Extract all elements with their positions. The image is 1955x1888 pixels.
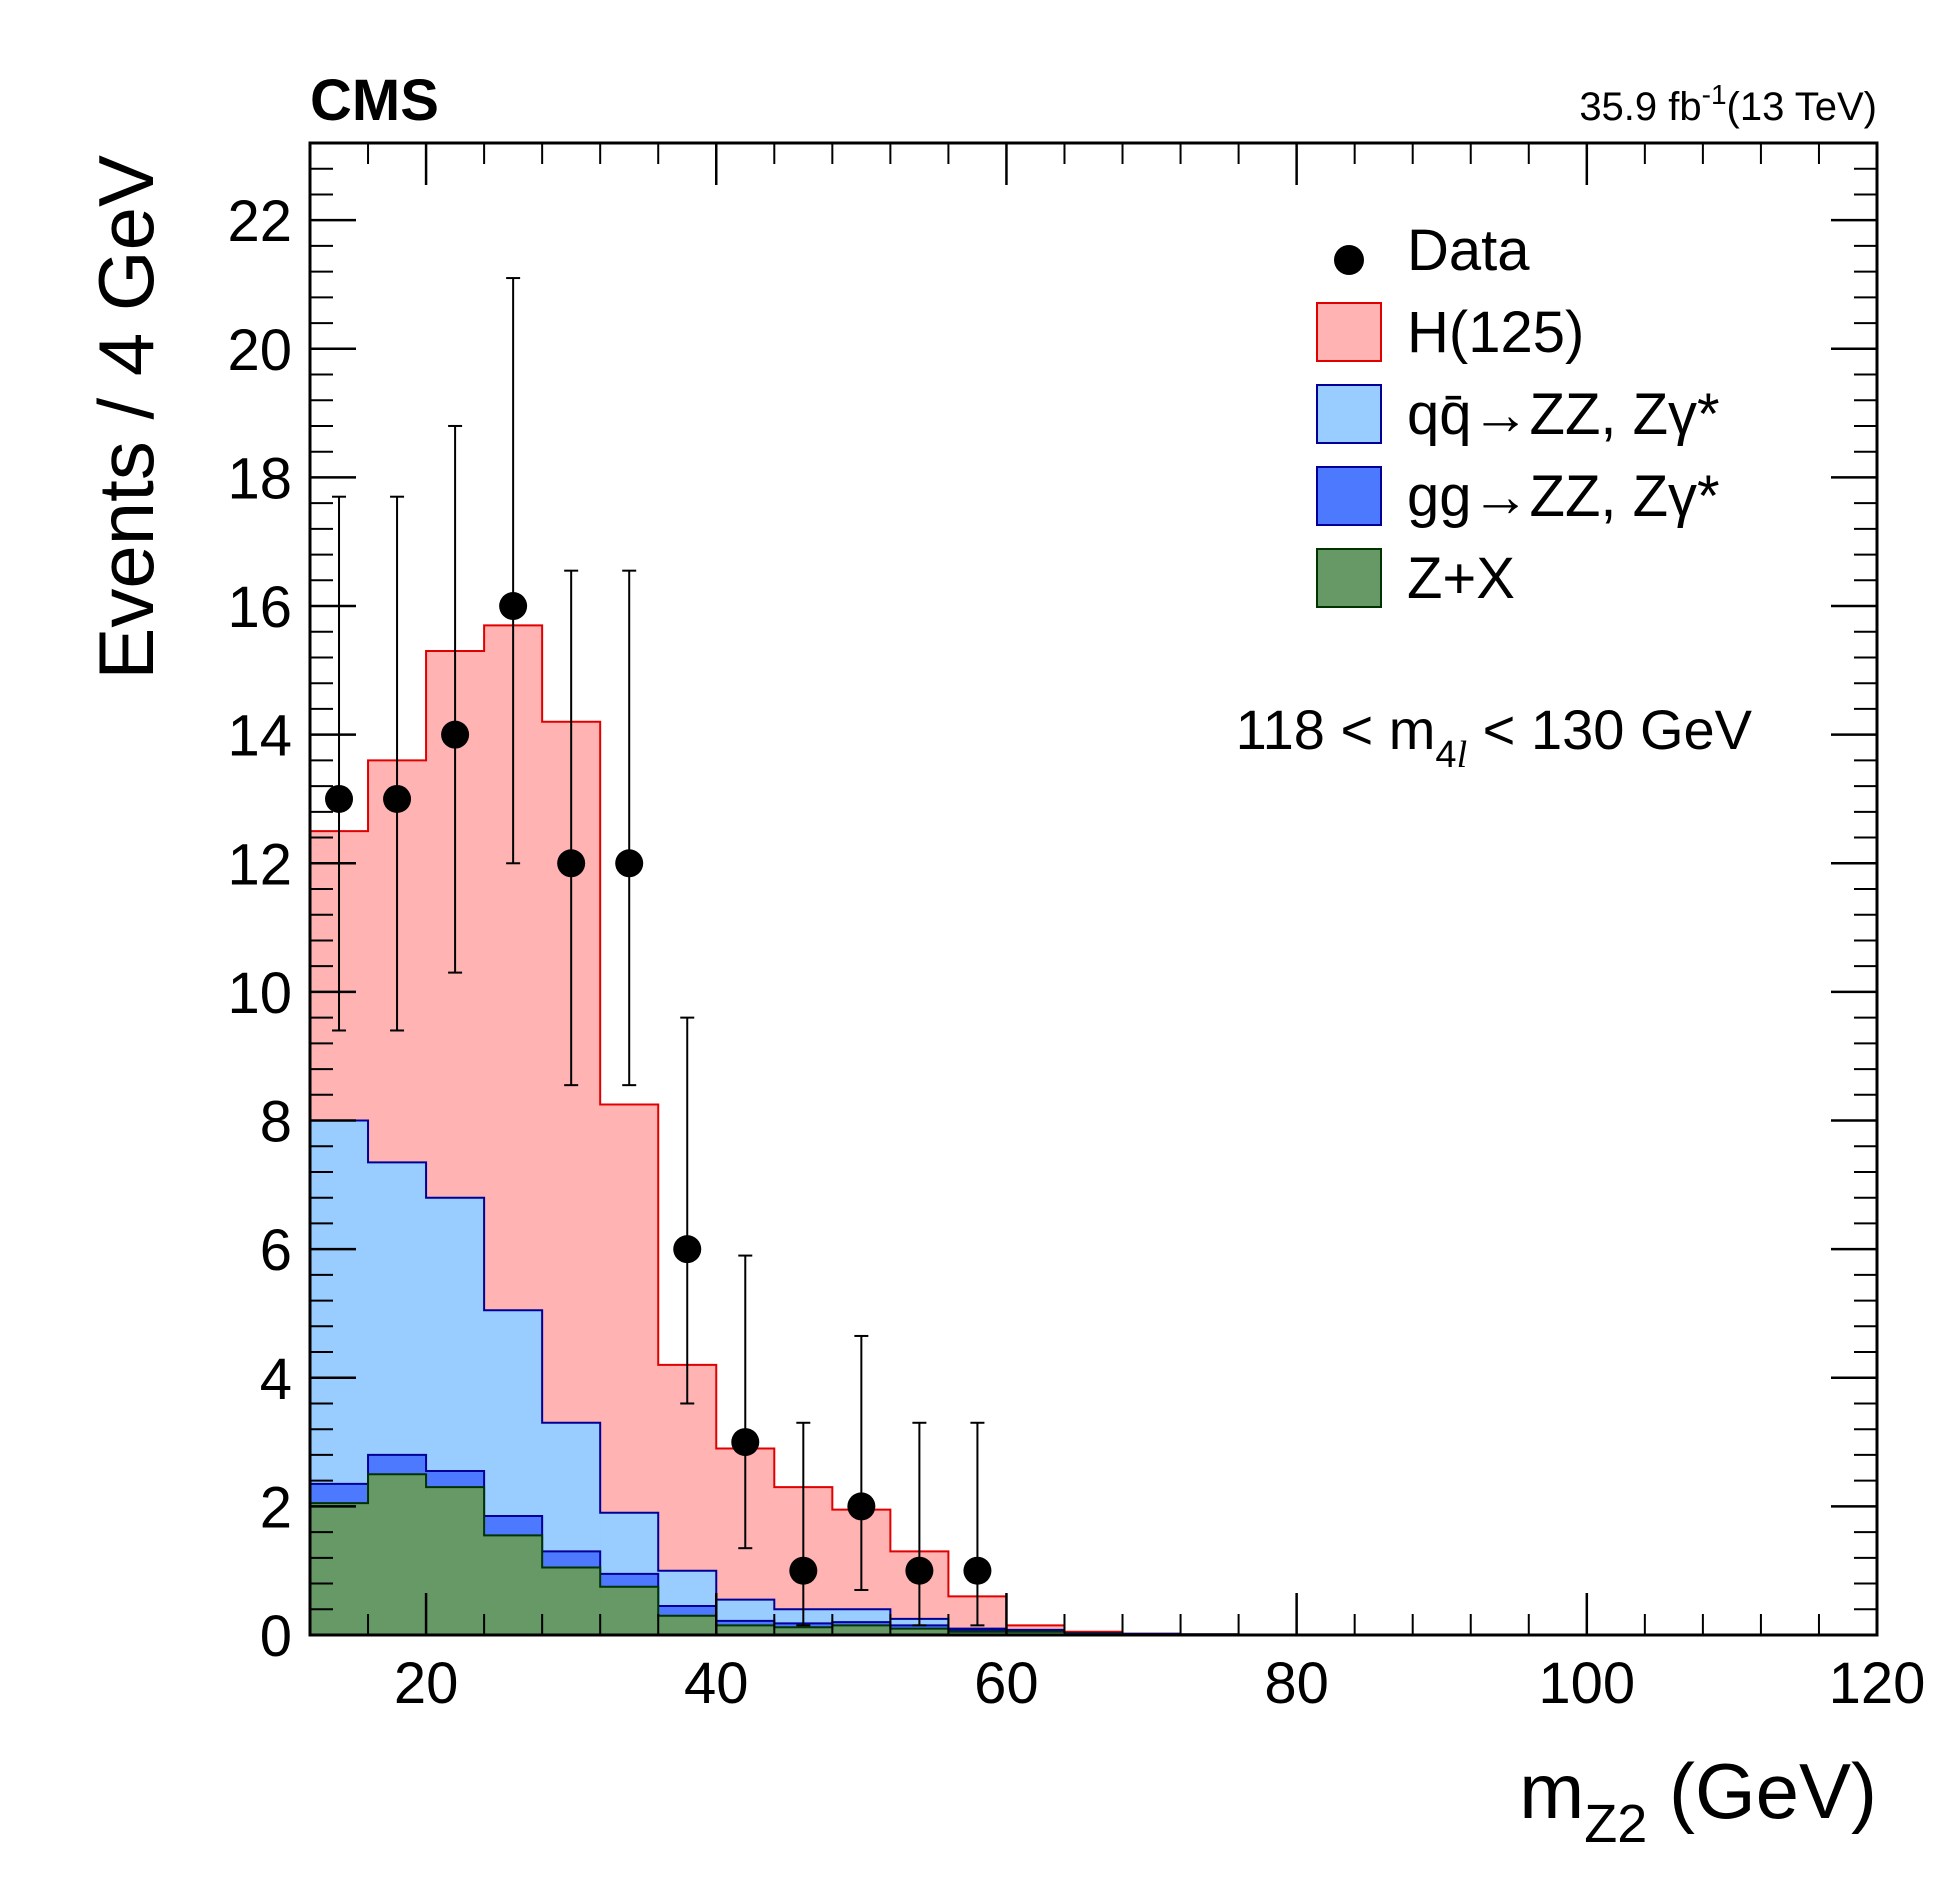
y-tick-label: 0: [260, 1604, 292, 1669]
y-tick-label: 12: [227, 832, 292, 897]
selection-pre: 118 < m: [1236, 698, 1436, 761]
legend-label: qq̄→ZZ, Zγ*: [1407, 382, 1720, 447]
lumi-label: 35.9 fb-1(13 TeV): [1579, 79, 1877, 129]
hist-bar-zx-5: [600, 1586, 659, 1635]
lumi-energy: (13 TeV): [1727, 85, 1877, 129]
legend-swatch: [1316, 548, 1382, 608]
y-tick-label: 16: [227, 575, 292, 640]
x-tick-label: 80: [1264, 1651, 1329, 1716]
data-point: [905, 1556, 934, 1585]
hist-bar-zx-12: [1006, 1631, 1065, 1635]
hist-bar-zx-3: [484, 1535, 543, 1635]
data-point: [847, 1492, 876, 1521]
y-tick-label: 10: [227, 961, 292, 1026]
data-point: [325, 784, 354, 813]
legend: Data H(125) qq̄→ZZ, Zγ* gg→ZZ, Zγ* Z+X: [1316, 218, 1720, 611]
y-tick-label: 18: [227, 446, 292, 511]
legend-swatch: [1316, 384, 1382, 444]
selection-sub-italic: l: [1457, 734, 1468, 776]
data-point: [557, 849, 586, 878]
legend-swatch: [1316, 302, 1382, 362]
legend-label: Data: [1407, 218, 1530, 283]
hist-bar-zx-7: [716, 1625, 775, 1635]
data-point: [615, 849, 644, 878]
x-axis-label: mZ2 (GeV): [1519, 1747, 1877, 1854]
lumi-exponent: -1: [1702, 79, 1727, 110]
x-tick-label: 100: [1538, 1651, 1635, 1716]
selection-sub: 4: [1435, 734, 1456, 776]
x-axis-label-main: m: [1519, 1747, 1584, 1835]
y-axis-label: Events / 4 GeV: [82, 155, 170, 680]
y-tick-label: 14: [227, 704, 292, 769]
y-tick-label: 6: [260, 1218, 292, 1283]
selection-post: < 130 GeV: [1467, 698, 1753, 761]
legend-label: Z+X: [1407, 546, 1515, 611]
data-point: [383, 784, 412, 813]
legend-swatch: [1316, 466, 1382, 526]
x-axis-label-sub: Z2: [1584, 1794, 1647, 1854]
data-point: [499, 592, 528, 621]
axis-ticks: 20 40 60 80 100 120 0 2 4 6 8 10 12 14 16 18 20 22: [227, 142, 1926, 1716]
data-point: [789, 1556, 818, 1585]
y-tick-label: 4: [260, 1347, 292, 1412]
hist-bar-zx-2: [426, 1487, 485, 1635]
hist-bar-zx-8: [774, 1627, 833, 1635]
y-tick-label: 8: [260, 1090, 292, 1155]
y-tick-label: 2: [260, 1475, 292, 1540]
data-point: [673, 1235, 702, 1264]
x-tick-label: 20: [394, 1651, 459, 1716]
y-tick-label: 22: [227, 189, 292, 254]
data-point: [731, 1428, 760, 1457]
x-tick-label: 40: [684, 1651, 749, 1716]
y-tick-label: 20: [227, 318, 292, 383]
lumi-value: 35.9 fb: [1579, 85, 1701, 129]
x-tick-label: 120: [1829, 1651, 1926, 1716]
hist-bar-zx-10: [890, 1628, 949, 1635]
data-points: [325, 277, 992, 1627]
data-point: [963, 1556, 992, 1585]
stacked-histograms: [309, 624, 1877, 1636]
hist-bar-zx-4: [542, 1567, 601, 1635]
data-point: [441, 720, 470, 749]
hist-bar-zx-11: [948, 1631, 1007, 1635]
hist-bar-zx-0: [310, 1503, 369, 1635]
legend-marker-data: [1334, 245, 1364, 275]
x-tick-label: 60: [974, 1651, 1039, 1716]
cms-label: CMS: [310, 68, 439, 133]
hist-bar-zx-9: [832, 1625, 891, 1635]
x-axis-label-unit: (GeV): [1647, 1747, 1877, 1835]
hist-bar-zx-1: [368, 1474, 427, 1635]
selection-label: 118 < m4l < 130 GeV: [1236, 698, 1753, 776]
legend-label: H(125): [1407, 300, 1584, 365]
hist-bar-zx-6: [658, 1615, 717, 1635]
legend-label: gg→ZZ, Zγ*: [1407, 464, 1720, 529]
